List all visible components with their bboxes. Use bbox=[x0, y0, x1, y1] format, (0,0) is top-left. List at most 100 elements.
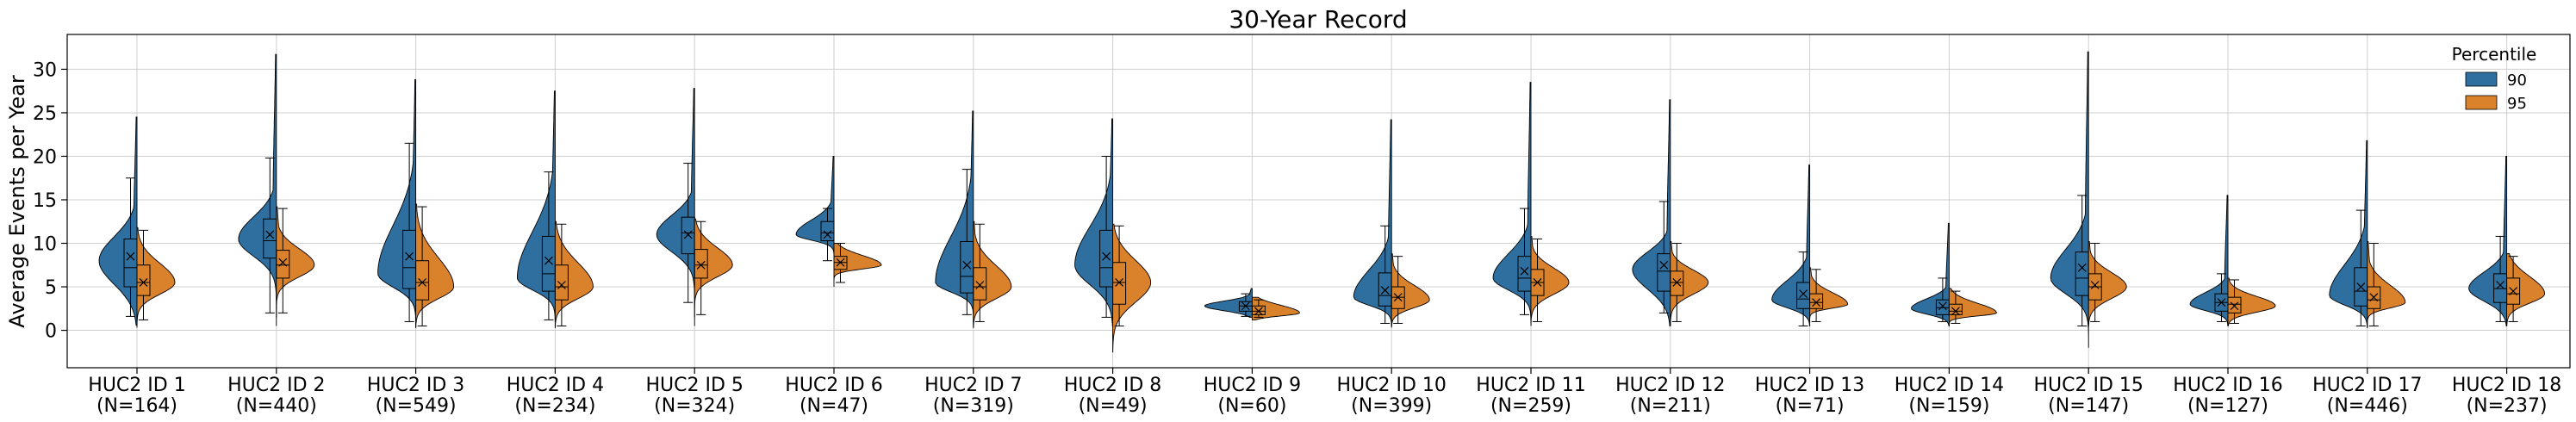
violin-body bbox=[2189, 195, 2229, 326]
violin-body bbox=[1112, 223, 1152, 353]
violin-body bbox=[833, 243, 882, 288]
x-tick-count: (N=147) bbox=[2048, 395, 2129, 417]
x-tick-count: (N=234) bbox=[514, 395, 595, 417]
box bbox=[415, 260, 430, 301]
x-tick-label: HUC2 ID 10 bbox=[1336, 375, 1446, 396]
mean-x-stroke bbox=[557, 281, 566, 289]
mean-marker bbox=[696, 260, 706, 270]
violin-half-95 bbox=[2506, 253, 2546, 326]
mean-marker bbox=[1115, 278, 1124, 287]
x-tick-label: HUC2 ID 15 bbox=[2033, 375, 2143, 396]
box bbox=[1670, 270, 1684, 296]
mean-x-stroke bbox=[1241, 301, 1250, 311]
x-tick-label: HUC2 ID 16 bbox=[2173, 375, 2282, 396]
mean-x-stroke bbox=[2077, 263, 2087, 272]
violin-half-95 bbox=[1391, 253, 1430, 326]
violin-half-90 bbox=[1911, 222, 1950, 326]
x-tick-label: HUC2 ID 13 bbox=[1755, 375, 1864, 396]
violin-half-90 bbox=[2189, 195, 2229, 326]
mean-marker bbox=[1799, 289, 1808, 299]
violin-body bbox=[1204, 288, 1253, 318]
box bbox=[973, 267, 987, 301]
mean-marker bbox=[544, 256, 553, 265]
violin-half-90 bbox=[1074, 118, 1114, 326]
mean-marker bbox=[1951, 307, 1960, 316]
violin-half-95 bbox=[276, 206, 315, 318]
y-tick-label: 0 bbox=[45, 321, 57, 343]
violin-body bbox=[973, 220, 1012, 329]
box bbox=[276, 250, 290, 279]
box bbox=[694, 249, 708, 279]
violin-body bbox=[1670, 241, 1709, 326]
mean-marker bbox=[2496, 281, 2505, 289]
legend-swatch bbox=[2465, 71, 2498, 87]
violin-body bbox=[276, 206, 315, 318]
legend-label: 90 bbox=[2507, 71, 2527, 90]
mean-marker bbox=[2230, 301, 2239, 311]
violin-half-95 bbox=[415, 203, 455, 329]
violin-half-90 bbox=[795, 155, 835, 262]
x-tick-count: (N=159) bbox=[1908, 395, 1989, 417]
mean-x-stroke bbox=[1520, 266, 1529, 276]
violin-half-90 bbox=[98, 116, 138, 326]
chart-title: 30-Year Record bbox=[1229, 5, 1407, 34]
violin-half-90 bbox=[2468, 155, 2508, 326]
mean-marker bbox=[1812, 298, 1821, 307]
violin-half-90 bbox=[1492, 82, 1532, 324]
box bbox=[2367, 286, 2381, 309]
mean-x-stroke bbox=[2509, 287, 2518, 296]
violin-half-95 bbox=[973, 220, 1012, 329]
violin-body bbox=[2506, 253, 2546, 326]
mean-marker bbox=[1533, 278, 1542, 287]
violin-half-95 bbox=[694, 218, 733, 318]
mean-x-stroke bbox=[1380, 286, 1390, 295]
box bbox=[1112, 262, 1127, 305]
x-tick-count: (N=60) bbox=[1217, 395, 1286, 417]
x-tick-count: (N=399) bbox=[1351, 395, 1432, 417]
mean-marker bbox=[2369, 293, 2379, 302]
violin-body bbox=[1074, 118, 1114, 326]
y-tick-label: 25 bbox=[33, 103, 57, 125]
mean-marker bbox=[2356, 282, 2366, 291]
mean-marker bbox=[1393, 293, 1403, 302]
violin-body bbox=[935, 110, 974, 326]
box bbox=[820, 220, 835, 241]
x-tick-count: (N=259) bbox=[1490, 395, 1571, 417]
x-tick-count: (N=237) bbox=[2467, 395, 2548, 417]
violin-body bbox=[1353, 119, 1392, 328]
x-tick-count: (N=164) bbox=[96, 395, 177, 417]
mean-marker bbox=[975, 281, 985, 289]
x-tick-label: HUC2 ID 3 bbox=[367, 375, 464, 396]
mean-marker bbox=[1241, 301, 1250, 311]
violin-half-95 bbox=[136, 227, 176, 328]
violin-body bbox=[795, 155, 835, 261]
plot-area bbox=[98, 51, 2546, 353]
mean-x-stroke bbox=[823, 230, 832, 239]
mean-marker bbox=[823, 230, 832, 239]
mean-marker bbox=[962, 260, 972, 270]
violin-half-95 bbox=[2367, 241, 2406, 328]
mean-marker bbox=[1254, 307, 1263, 316]
mean-marker bbox=[1520, 266, 1529, 276]
y-tick-label: 30 bbox=[33, 59, 57, 81]
x-tick-label: HUC2 ID 8 bbox=[1064, 375, 1161, 396]
x-tick-label: HUC2 ID 11 bbox=[1476, 375, 1585, 396]
box bbox=[1948, 303, 1963, 315]
violin-body bbox=[554, 220, 594, 329]
box bbox=[833, 256, 848, 270]
mean-x-stroke bbox=[1102, 251, 1111, 261]
violin-half-90 bbox=[377, 79, 417, 328]
x-tick-label: HUC2 ID 14 bbox=[1895, 375, 2004, 396]
mean-marker bbox=[139, 278, 148, 287]
x-tick-count: (N=127) bbox=[2187, 395, 2268, 417]
violin-half-95 bbox=[1670, 241, 1709, 326]
violin-half-95 bbox=[1948, 288, 1997, 326]
legend-label: 95 bbox=[2507, 95, 2527, 113]
box bbox=[136, 264, 151, 296]
violin-body bbox=[377, 79, 417, 328]
mean-marker bbox=[836, 258, 845, 267]
legend-entry-95: 95 bbox=[2465, 95, 2527, 113]
mean-marker bbox=[265, 230, 275, 239]
x-tick-label: HUC2 ID 1 bbox=[88, 375, 185, 396]
mean-x-stroke bbox=[2369, 293, 2379, 302]
